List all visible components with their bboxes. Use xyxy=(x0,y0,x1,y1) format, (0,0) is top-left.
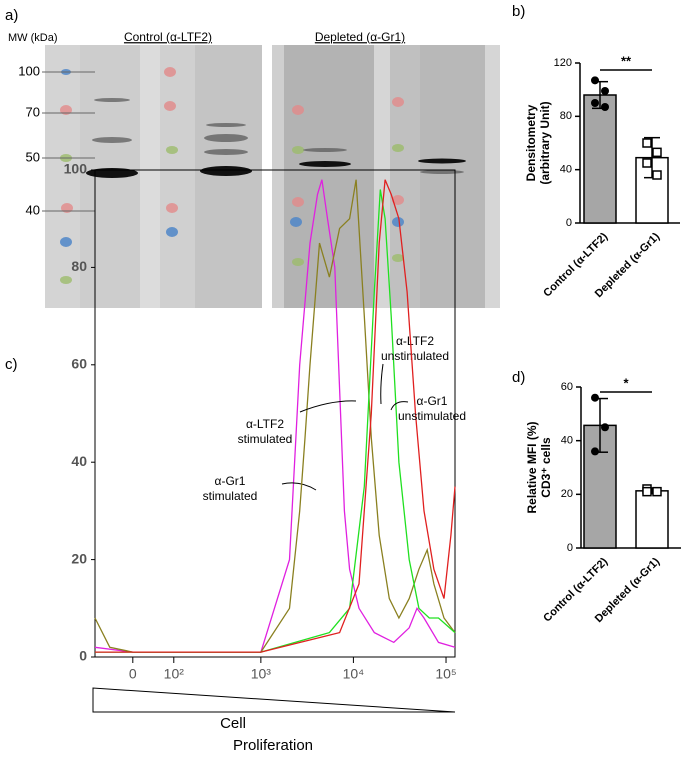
y-tick-label: 120 xyxy=(554,57,572,69)
y-tick-label: 60 xyxy=(561,381,573,393)
y-axis-label: (arbitrary Unit) xyxy=(538,101,552,184)
data-point xyxy=(591,99,599,107)
lane-title: Depleted (α-Gr1) xyxy=(315,30,405,44)
blot-image xyxy=(42,45,500,308)
mw-marker: 50 xyxy=(26,149,40,164)
data-point xyxy=(591,393,599,402)
y-axis-label: Relative MFI (%) xyxy=(525,421,539,513)
data-point xyxy=(642,486,652,497)
panel-label: b) xyxy=(512,3,525,20)
x-tick-label: 10⁵ xyxy=(435,666,456,682)
annotation: unstimulated xyxy=(398,409,466,423)
panel-label: c) xyxy=(5,356,18,373)
mw-marker: 100 xyxy=(18,63,40,78)
y-tick-label: 40 xyxy=(560,164,572,176)
data-point xyxy=(601,87,609,95)
annotation: stimulated xyxy=(203,489,258,503)
annotation-arrow xyxy=(299,400,357,413)
annotation: α-LTF2 xyxy=(246,417,284,431)
y-tick-label: 0 xyxy=(79,648,87,664)
annotation: α-Gr1 xyxy=(215,474,246,488)
lane-title: Control (α-LTF2) xyxy=(124,30,212,44)
annotation: unstimulated xyxy=(381,349,449,363)
data-point xyxy=(591,76,599,85)
x-tick-label: 0 xyxy=(129,666,137,682)
annotation-arrow xyxy=(380,363,384,405)
y-tick-label: 80 xyxy=(560,110,572,122)
panel-label: a) xyxy=(5,7,18,24)
data-point xyxy=(642,158,652,168)
histogram-line xyxy=(95,189,456,653)
y-tick-label: 60 xyxy=(71,356,87,372)
annotation-arrow xyxy=(281,482,317,491)
significance-label: * xyxy=(623,375,629,390)
histogram-line xyxy=(95,179,456,653)
mw-label: MW (kDa) xyxy=(8,32,58,44)
y-tick-label: 0 xyxy=(567,542,573,554)
panel-label: d) xyxy=(512,369,525,386)
data-point xyxy=(642,138,652,148)
x-axis-label: Cell xyxy=(220,715,246,732)
annotation-arrow xyxy=(390,401,409,411)
mw-marker: 40 xyxy=(26,202,40,217)
y-axis-label: CD3⁺ cells xyxy=(539,437,553,498)
proliferation-triangle xyxy=(92,687,456,713)
y-tick-label: 80 xyxy=(71,258,87,274)
x-tick-label: 10² xyxy=(164,666,185,682)
data-point xyxy=(652,486,662,497)
y-axis-label: Densitometry xyxy=(524,104,538,181)
y-tick-label: 0 xyxy=(566,217,572,229)
mw-marker: 70 xyxy=(26,104,40,119)
data-point xyxy=(591,447,599,456)
data-point xyxy=(601,423,609,432)
data-point xyxy=(652,147,662,158)
y-tick-label: 100 xyxy=(64,161,88,177)
annotation: stimulated xyxy=(238,432,293,446)
x-tick-label: 10³ xyxy=(251,666,272,682)
significance-label: ** xyxy=(621,53,632,68)
y-tick-label: 20 xyxy=(71,550,87,566)
annotation: α-LTF2 xyxy=(396,334,434,348)
histogram-line xyxy=(94,179,456,653)
x-axis-label: Proliferation xyxy=(233,737,313,754)
y-tick-label: 40 xyxy=(561,435,573,447)
data-point xyxy=(601,103,609,111)
annotation: α-Gr1 xyxy=(417,394,448,408)
y-tick-label: 40 xyxy=(71,453,87,469)
x-tick-label: 10⁴ xyxy=(343,666,365,682)
bar xyxy=(635,490,669,549)
bar xyxy=(583,94,617,224)
data-point xyxy=(652,170,662,180)
plot-frame xyxy=(94,169,456,658)
y-tick-label: 20 xyxy=(561,488,573,500)
histogram-line xyxy=(94,179,456,653)
